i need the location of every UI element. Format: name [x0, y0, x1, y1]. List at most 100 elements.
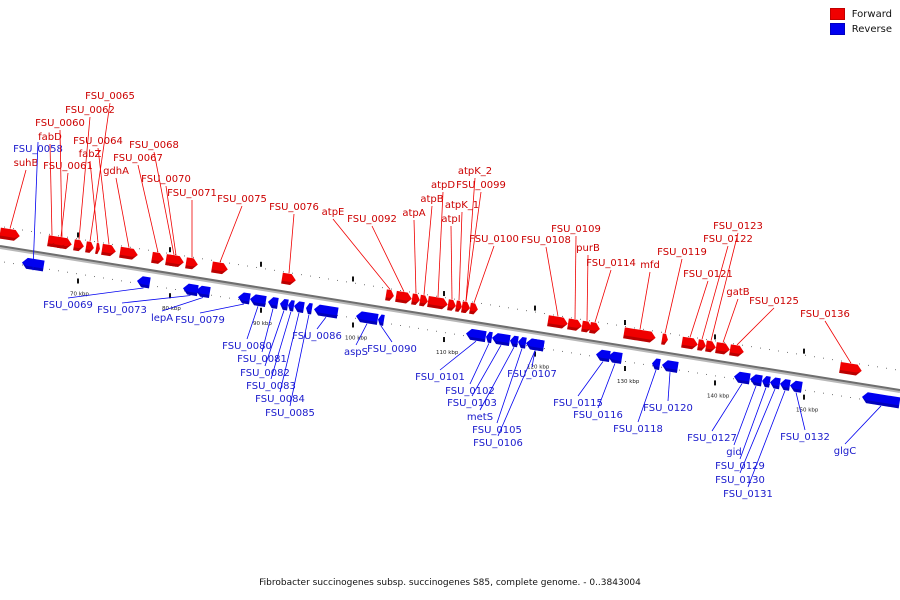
gene-label[interactable]: FSU_0083 — [246, 381, 296, 392]
gene-label[interactable]: FSU_0079 — [175, 315, 225, 326]
gene-arrow[interactable] — [0, 227, 21, 242]
gene-arrow[interactable] — [697, 339, 707, 351]
gene-arrow[interactable] — [73, 239, 85, 252]
gene-label[interactable]: FSU_0080 — [222, 341, 272, 352]
gene-arrow[interactable] — [447, 299, 457, 311]
gene-label[interactable]: FSU_0103 — [447, 398, 497, 409]
gene-label[interactable]: FSU_0058 — [13, 144, 63, 155]
gene-label[interactable]: FSU_0092 — [347, 214, 397, 225]
gene-arrow[interactable] — [839, 361, 862, 376]
gene-label[interactable]: FSU_0114 — [586, 258, 636, 269]
gene-label[interactable]: FSU_0067 — [113, 153, 163, 164]
gene-label[interactable]: FSU_0060 — [35, 118, 85, 129]
gene-label[interactable]: FSU_0136 — [800, 309, 850, 320]
gene-label[interactable]: FSU_0105 — [472, 425, 522, 436]
gene-arrow[interactable] — [411, 293, 421, 306]
gene-label[interactable]: aspS — [344, 347, 368, 358]
gene-arrow[interactable] — [749, 374, 763, 387]
gene-arrow[interactable] — [119, 246, 139, 261]
gene-arrow[interactable] — [469, 302, 479, 315]
gene-label[interactable]: FSU_0106 — [473, 438, 523, 449]
gene-label[interactable]: fabD — [38, 132, 62, 143]
gene-arrow[interactable] — [419, 294, 429, 307]
gene-label[interactable]: FSU_0099 — [456, 180, 506, 191]
gene-arrow[interactable] — [461, 301, 471, 314]
gene-label[interactable]: FSU_0081 — [237, 354, 287, 365]
gene-label[interactable]: FSU_0084 — [255, 394, 305, 405]
gene-label[interactable]: FSU_0125 — [749, 296, 799, 307]
gene-label[interactable]: FSU_0062 — [65, 105, 115, 116]
gene-label[interactable]: FSU_0118 — [613, 424, 663, 435]
gene-label[interactable]: FSU_0086 — [292, 331, 342, 342]
gene-label[interactable]: FSU_0061 — [43, 161, 93, 172]
gene-label[interactable]: suhB — [14, 158, 39, 169]
gene-label[interactable]: FSU_0100 — [469, 234, 519, 245]
gene-arrow[interactable] — [761, 375, 771, 388]
gene-label[interactable]: FSU_0127 — [687, 433, 737, 444]
gene-arrow[interactable] — [705, 340, 717, 353]
gene-label[interactable]: FSU_0069 — [43, 300, 93, 311]
gene-label[interactable]: FSU_0122 — [703, 234, 753, 245]
gene-arrow[interactable] — [595, 349, 611, 363]
gene-label[interactable]: FSU_0107 — [507, 369, 557, 380]
gene-label[interactable]: atpA — [402, 208, 425, 219]
gene-label[interactable]: purB — [576, 243, 600, 254]
gene-arrow[interactable] — [861, 391, 900, 409]
gene-label[interactable]: FSU_0132 — [780, 432, 830, 443]
gene-arrow[interactable] — [509, 335, 519, 348]
gene-arrow[interactable] — [395, 290, 413, 304]
gene-arrow[interactable] — [491, 332, 511, 346]
gene-arrow[interactable] — [517, 336, 527, 349]
gene-arrow[interactable] — [377, 314, 385, 326]
gene-arrow[interactable] — [661, 359, 679, 373]
gene-arrow[interactable] — [281, 272, 297, 286]
gene-label[interactable]: FSU_0064 — [73, 136, 123, 147]
gene-arrow[interactable] — [385, 289, 395, 301]
gene-arrow[interactable] — [305, 302, 313, 315]
gene-arrow[interactable] — [485, 331, 493, 344]
gene-arrow[interactable] — [623, 327, 656, 343]
gene-arrow[interactable] — [211, 261, 229, 275]
gene-label[interactable]: atpI — [441, 214, 460, 225]
gene-label[interactable]: FSU_0090 — [367, 344, 417, 355]
gene-arrow[interactable] — [95, 242, 101, 255]
gene-arrow[interactable] — [525, 338, 545, 352]
gene-label[interactable]: FSU_0129 — [715, 461, 765, 472]
gene-label[interactable]: FSU_0109 — [551, 224, 601, 235]
gene-arrow[interactable] — [607, 351, 623, 364]
gene-label[interactable]: FSU_0115 — [553, 398, 603, 409]
gene-arrow[interactable] — [661, 333, 669, 345]
gene-arrow[interactable] — [769, 377, 781, 390]
gene-arrow[interactable] — [293, 301, 305, 314]
gene-arrow[interactable] — [455, 300, 463, 313]
gene-arrow[interactable] — [729, 344, 745, 357]
gene-label[interactable]: atpB — [420, 194, 443, 205]
gene-arrow[interactable] — [279, 298, 289, 311]
gene-label[interactable]: gid — [726, 447, 741, 458]
gene-arrow[interactable] — [47, 235, 57, 247]
gene-arrow[interactable] — [195, 285, 211, 299]
gene-arrow[interactable] — [681, 336, 699, 350]
gene-label[interactable]: FSU_0082 — [240, 368, 290, 379]
gene-label[interactable]: atpE — [322, 207, 345, 218]
gene-label[interactable]: atpK_1 — [445, 200, 479, 211]
gene-arrow[interactable] — [101, 243, 117, 257]
gene-arrow[interactable] — [567, 318, 583, 331]
gene-arrow[interactable] — [182, 283, 199, 297]
gene-arrow[interactable] — [589, 321, 601, 334]
gene-label[interactable]: FSU_0101 — [415, 372, 465, 383]
gene-label[interactable]: FSU_0073 — [97, 305, 147, 316]
gene-label[interactable]: FSU_0120 — [643, 403, 693, 414]
gene-arrow[interactable] — [779, 378, 791, 391]
gene-arrow[interactable] — [313, 304, 339, 319]
gene-arrow[interactable] — [237, 292, 251, 305]
gene-label[interactable]: gatB — [726, 287, 749, 298]
gene-arrow[interactable] — [185, 257, 199, 270]
gene-label[interactable]: FSU_0108 — [521, 235, 571, 246]
gene-arrow[interactable] — [651, 358, 661, 371]
gene-label[interactable]: gdhA — [103, 166, 129, 177]
gene-arrow[interactable] — [427, 296, 448, 310]
gene-label[interactable]: FSU_0070 — [141, 174, 191, 185]
gene-label[interactable]: FSU_0131 — [723, 489, 773, 500]
gene-label[interactable]: lepA — [151, 313, 173, 324]
